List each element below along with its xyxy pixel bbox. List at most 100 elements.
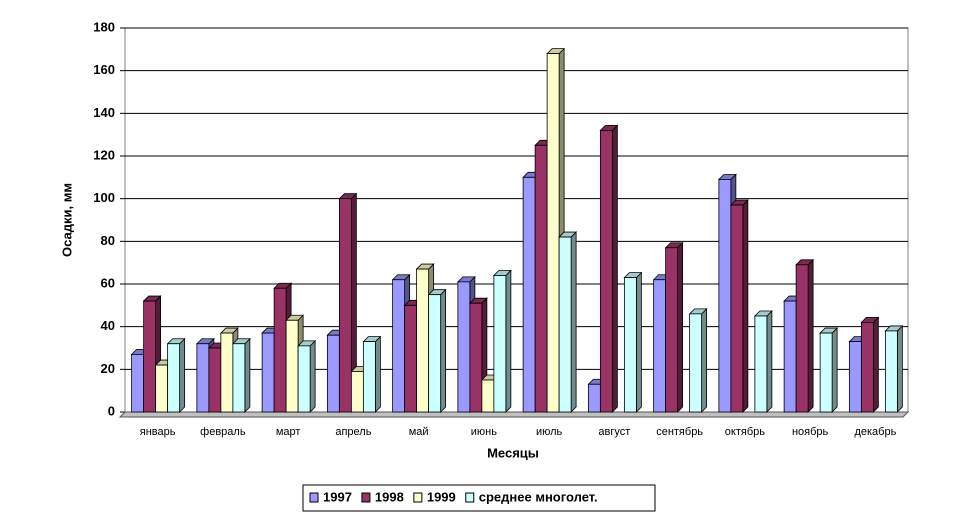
bar-front bbox=[653, 279, 667, 413]
bar-side bbox=[570, 231, 577, 413]
bar-front bbox=[196, 343, 210, 413]
bar bbox=[362, 335, 382, 413]
x-tick-label: декабрь bbox=[854, 426, 896, 438]
bar-front bbox=[730, 204, 744, 413]
bar-side bbox=[766, 310, 773, 413]
x-tick-label: ноябрь bbox=[792, 426, 829, 438]
legend-label: среднее многолет. bbox=[479, 489, 598, 504]
y-tick-label: 40 bbox=[101, 318, 115, 333]
legend-label: 1997 bbox=[323, 489, 352, 504]
bar-front bbox=[599, 129, 613, 413]
bar bbox=[795, 258, 815, 413]
bar-front bbox=[718, 179, 732, 413]
bar bbox=[231, 337, 251, 413]
x-tick-label: апрель bbox=[335, 426, 371, 438]
bar-side bbox=[505, 269, 512, 413]
bar-side bbox=[742, 199, 749, 413]
bar bbox=[884, 324, 904, 413]
bar-front bbox=[665, 247, 679, 413]
y-tick-label: 160 bbox=[93, 62, 115, 77]
bar-front bbox=[208, 347, 222, 413]
bar-side bbox=[440, 288, 447, 413]
bar-front bbox=[131, 353, 145, 413]
x-tick-label: август bbox=[598, 426, 630, 438]
x-axis-label: Месяцы bbox=[487, 445, 539, 460]
bar bbox=[166, 337, 186, 413]
bar bbox=[623, 271, 643, 413]
x-tick-label: июнь bbox=[471, 426, 497, 438]
bar-side bbox=[374, 335, 381, 413]
bar-side bbox=[677, 241, 684, 413]
bar bbox=[492, 269, 512, 413]
bar-side bbox=[635, 271, 642, 413]
bar bbox=[860, 316, 880, 413]
bar-front bbox=[534, 144, 548, 413]
y-tick-label: 180 bbox=[93, 19, 115, 34]
bar bbox=[688, 307, 708, 413]
bar-front bbox=[416, 268, 430, 413]
bar bbox=[819, 327, 839, 413]
bar-front bbox=[362, 341, 376, 413]
bar-side bbox=[611, 124, 618, 413]
x-tick-label: июль bbox=[536, 426, 563, 438]
y-tick-label: 20 bbox=[101, 361, 115, 376]
bar-front bbox=[860, 321, 874, 413]
bar-front bbox=[285, 319, 299, 413]
bar-front bbox=[587, 383, 601, 413]
bar-front bbox=[457, 281, 471, 413]
bar-front bbox=[428, 294, 442, 413]
bar-front bbox=[493, 275, 507, 413]
y-tick-label: 80 bbox=[101, 233, 115, 248]
y-tick-label: 0 bbox=[108, 403, 115, 418]
bar-front bbox=[848, 341, 862, 413]
y-tick-label: 60 bbox=[101, 275, 115, 290]
bar-front bbox=[469, 302, 483, 413]
x-tick-label: март bbox=[276, 426, 301, 438]
x-tick-label: май bbox=[409, 426, 429, 438]
bar-side bbox=[244, 337, 251, 413]
bar bbox=[599, 124, 619, 413]
bar-front bbox=[481, 379, 495, 413]
bar-front bbox=[338, 198, 352, 413]
bar-front bbox=[795, 264, 809, 413]
bar-front bbox=[783, 300, 797, 413]
bar-front bbox=[819, 332, 833, 413]
bar-front bbox=[273, 287, 287, 413]
bar bbox=[142, 295, 162, 413]
floor bbox=[118, 411, 910, 418]
bar-front bbox=[546, 53, 560, 413]
x-tick-label: январь bbox=[140, 426, 176, 438]
bar-front bbox=[232, 343, 246, 413]
bar-side bbox=[701, 307, 708, 413]
bar-front bbox=[392, 279, 406, 413]
bar bbox=[664, 241, 684, 413]
x-tick-label: февраль bbox=[200, 426, 246, 438]
bar-front bbox=[558, 236, 572, 413]
bar-front bbox=[623, 277, 637, 413]
bar-side bbox=[872, 316, 879, 413]
legend-swatch bbox=[309, 492, 319, 503]
bar-front bbox=[155, 364, 169, 413]
legend-label: 1998 bbox=[375, 489, 404, 504]
bar bbox=[338, 192, 358, 413]
bar-front bbox=[261, 332, 275, 413]
y-tick-label: 120 bbox=[93, 147, 115, 162]
bar-front bbox=[297, 345, 311, 413]
bar-front bbox=[754, 315, 768, 413]
bar bbox=[753, 310, 773, 413]
legend-swatch bbox=[413, 492, 423, 503]
bar-side bbox=[807, 258, 814, 413]
bar bbox=[729, 199, 749, 413]
legend-swatch bbox=[465, 492, 475, 503]
y-tick-label: 140 bbox=[93, 105, 115, 120]
bar-front bbox=[522, 176, 536, 413]
y-axis-label: Осадки, мм bbox=[59, 183, 74, 257]
bar-front bbox=[143, 300, 157, 413]
bar-front bbox=[326, 334, 340, 413]
bar bbox=[427, 288, 447, 413]
bar-front bbox=[350, 371, 364, 413]
x-tick-label: сентябрь bbox=[656, 426, 703, 438]
legend-swatch bbox=[361, 492, 371, 503]
plot-area bbox=[124, 27, 909, 413]
bar bbox=[297, 339, 317, 413]
